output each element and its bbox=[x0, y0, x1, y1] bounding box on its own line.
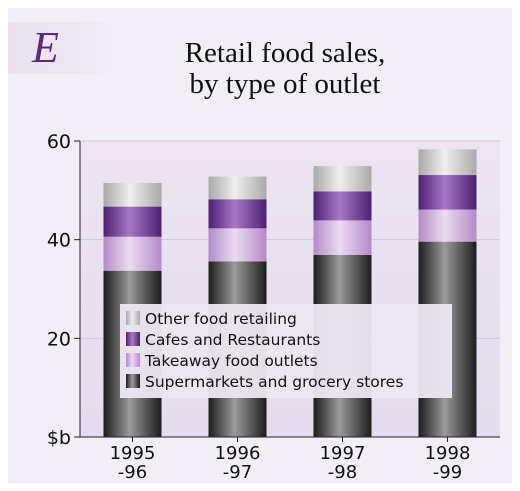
bar-segment-takeaway-food-outlets bbox=[208, 228, 267, 262]
bar-segment-cafes-and-restaurants bbox=[208, 199, 267, 229]
legend-label-other-food-retailing: Other food retailing bbox=[145, 310, 297, 328]
x-tick-label: -98 bbox=[328, 462, 357, 483]
bar-segment-takeaway-food-outlets bbox=[418, 209, 477, 242]
bar-segment-takeaway-food-outlets bbox=[313, 220, 372, 255]
bar-segment-takeaway-food-outlets bbox=[103, 236, 162, 271]
bar-segment-cafes-and-restaurants bbox=[103, 206, 162, 237]
y-tick-label: 40 bbox=[47, 230, 71, 252]
legend-box bbox=[120, 304, 452, 398]
x-tick-label: -97 bbox=[223, 462, 252, 483]
bar-segment-other-food-retailing bbox=[208, 176, 267, 200]
y-tick-label: 20 bbox=[47, 328, 71, 350]
x-tick-label: 1995 bbox=[110, 443, 156, 464]
legend-swatch-other-food-retailing bbox=[126, 311, 140, 325]
legend-swatch-supermarkets-and-grocery-stores bbox=[126, 374, 140, 388]
legend-swatch-takeaway-food-outlets bbox=[126, 353, 140, 367]
bar-segment-other-food-retailing bbox=[313, 166, 372, 192]
x-tick-label: -96 bbox=[118, 462, 147, 483]
legend-label-takeaway-food-outlets: Takeaway food outlets bbox=[144, 352, 318, 370]
bar-segment-other-food-retailing bbox=[103, 182, 162, 207]
section-letter: E bbox=[32, 23, 59, 72]
chart-title-line-1: Retail food sales, bbox=[184, 37, 386, 69]
legend-label-supermarkets-and-grocery-stores: Supermarkets and grocery stores bbox=[145, 373, 403, 391]
section-tag bbox=[8, 22, 120, 74]
legend-swatch-cafes-and-restaurants bbox=[126, 332, 140, 346]
x-tick-label: 1997 bbox=[320, 443, 366, 464]
x-tick-label: -99 bbox=[433, 462, 462, 483]
legend-label-cafes-and-restaurants: Cafes and Restaurants bbox=[145, 331, 320, 349]
chart-title: Retail food sales, by type of outlet bbox=[120, 38, 450, 100]
bar-segment-cafes-and-restaurants bbox=[418, 175, 477, 210]
y-tick-label: 60 bbox=[47, 131, 71, 153]
x-tick-label: 1998 bbox=[425, 443, 471, 464]
bar-segment-other-food-retailing bbox=[418, 149, 477, 176]
y-tick-label: $b bbox=[47, 427, 71, 449]
chart-title-line-2: by type of outlet bbox=[189, 68, 381, 100]
x-tick-label: 1996 bbox=[215, 443, 261, 464]
bar-segment-cafes-and-restaurants bbox=[313, 191, 372, 221]
